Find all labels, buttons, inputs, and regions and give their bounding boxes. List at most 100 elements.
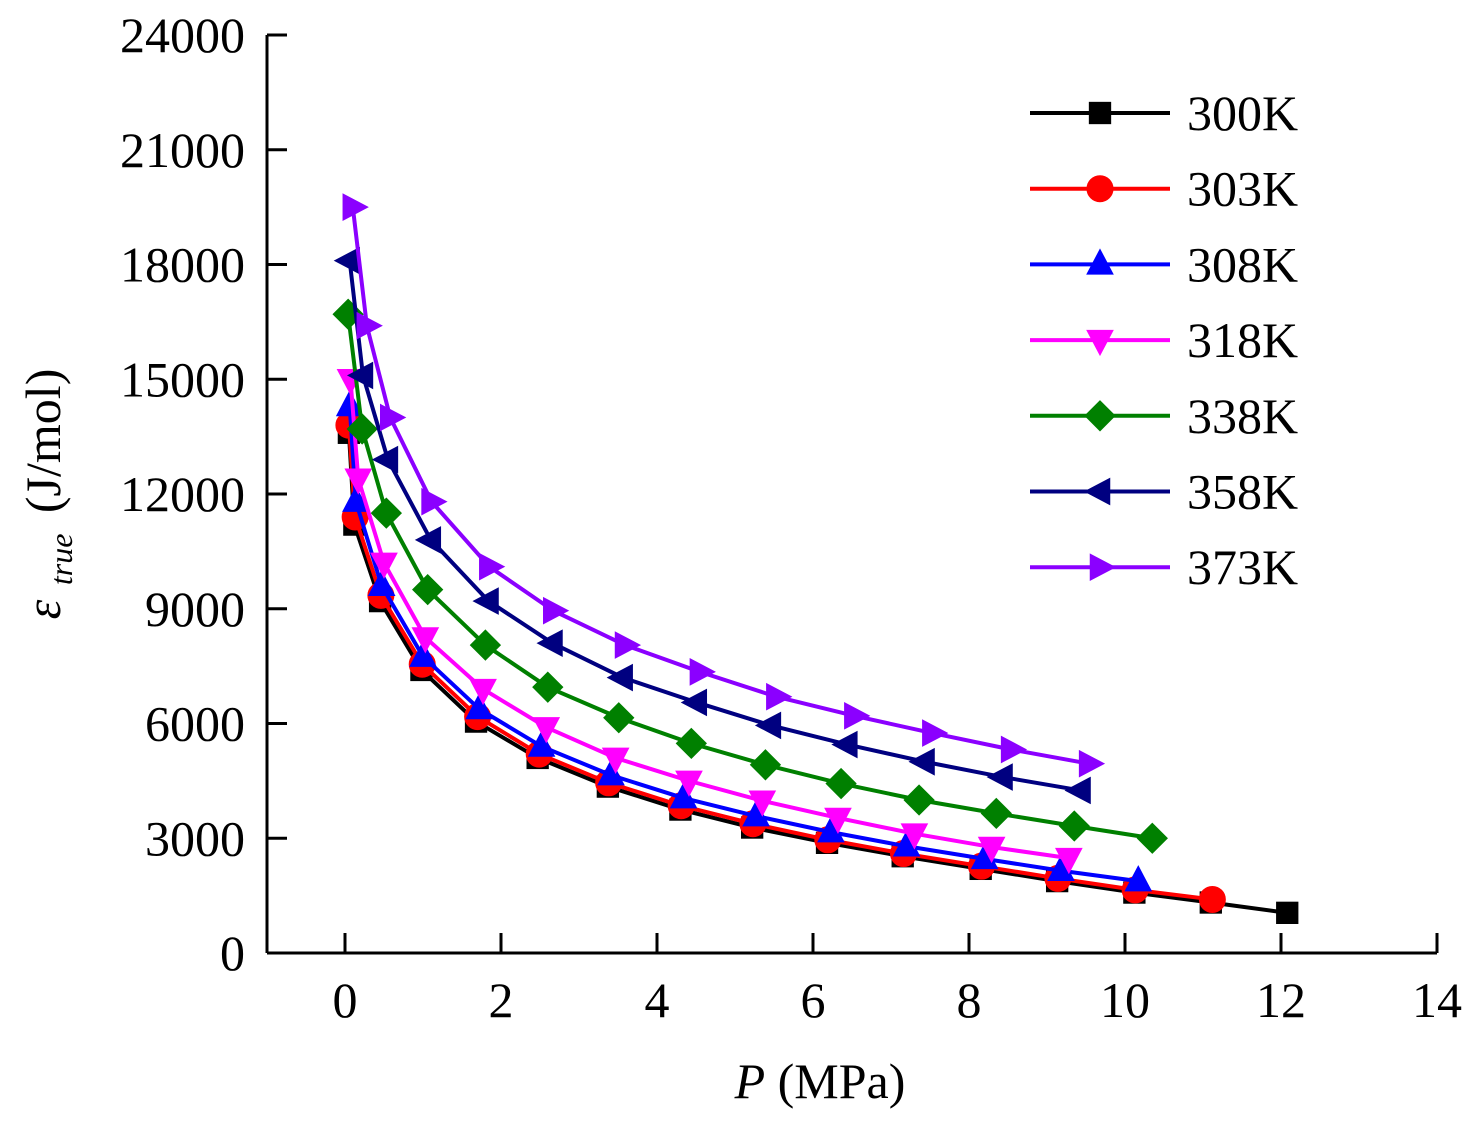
series-308K <box>335 390 1153 892</box>
data-point <box>367 569 396 597</box>
data-point <box>371 445 399 474</box>
data-point <box>333 246 360 275</box>
data-point <box>379 403 407 432</box>
data-point <box>1058 810 1090 842</box>
data-point <box>1000 735 1028 764</box>
x-axis-ticks: 0 2 4 6 8 10 12 14 <box>333 933 1462 1028</box>
series-line <box>346 432 1288 915</box>
data-point <box>1084 400 1116 432</box>
y-tick-label: 9000 <box>145 581 245 637</box>
data-point <box>469 678 497 706</box>
data-point <box>922 719 949 747</box>
data-point <box>675 727 707 760</box>
data-point <box>903 784 935 816</box>
y-axis-title: ε true (J/mol) <box>15 369 83 620</box>
data-point <box>825 767 857 800</box>
data-point <box>675 770 703 797</box>
legend-item-318K: 318K <box>1030 312 1298 368</box>
series-358K <box>333 246 1091 805</box>
data-point <box>614 631 642 659</box>
x-axis-title: P (MPa) <box>734 1053 906 1109</box>
data-point <box>1198 885 1226 913</box>
data-point <box>356 311 383 340</box>
legend-label: 338K <box>1187 388 1298 444</box>
y-tick-label: 15000 <box>120 351 245 407</box>
data-point <box>342 193 369 221</box>
data-point <box>532 717 561 744</box>
series-303K <box>335 411 1226 913</box>
data-point <box>908 747 935 776</box>
data-point <box>1276 901 1299 924</box>
series-318K <box>336 369 1083 875</box>
x-tick-label: 8 <box>957 972 982 1028</box>
x-tick-label: 10 <box>1100 972 1150 1028</box>
y-tick-label: 24000 <box>120 7 245 63</box>
data-point <box>601 747 630 774</box>
x-tick-label: 14 <box>1412 972 1462 1028</box>
data-point <box>465 692 493 720</box>
data-point <box>370 497 402 529</box>
series-line <box>347 260 1081 793</box>
legend-item-308K: 308K <box>1030 236 1298 292</box>
legend-label: 358K <box>1187 464 1298 520</box>
data-point <box>603 702 635 734</box>
legend-label: 373K <box>1187 539 1298 595</box>
data-point <box>335 390 364 417</box>
series-338K <box>332 298 1168 854</box>
data-point <box>346 413 378 445</box>
y-tick-label: 12000 <box>120 466 245 522</box>
y-tick-label: 21000 <box>120 122 245 178</box>
legend-label: 308K <box>1187 236 1298 292</box>
data-point <box>986 763 1013 791</box>
data-point <box>597 759 625 786</box>
y-axis-unit: (J/mol) <box>15 369 71 513</box>
data-point <box>409 640 437 667</box>
y-tick-label: 6000 <box>145 696 245 752</box>
x-tick-label: 0 <box>333 972 358 1028</box>
data-point <box>980 797 1012 830</box>
x-tick-label: 12 <box>1256 972 1306 1028</box>
legend: 300K 303K 308K 318K 338K 358K 373K <box>1030 85 1298 595</box>
legend-item-373K: 373K <box>1030 539 1298 595</box>
y-axis-symbol: ε <box>15 599 71 619</box>
data-point <box>689 658 716 686</box>
legend-label: 300K <box>1187 85 1298 141</box>
data-point <box>1088 101 1112 125</box>
data-point <box>844 702 871 730</box>
data-point <box>536 629 563 658</box>
x-tick-label: 2 <box>489 972 514 1028</box>
data-point <box>749 749 782 781</box>
data-point <box>527 730 556 757</box>
data-point <box>766 682 793 711</box>
data-point <box>831 730 858 759</box>
data-point <box>1055 847 1083 875</box>
data-point <box>469 629 502 661</box>
series-line <box>350 206 1090 766</box>
data-point <box>900 823 929 850</box>
data-point <box>532 671 564 703</box>
data-point <box>1078 749 1106 778</box>
data-point <box>1086 248 1114 275</box>
data-point <box>346 361 374 390</box>
legend-item-300K: 300K <box>1030 85 1298 141</box>
data-point <box>669 782 698 809</box>
data-point <box>411 627 440 654</box>
data-point <box>472 587 499 615</box>
x-tick-label: 4 <box>645 972 670 1028</box>
data-point <box>748 790 777 817</box>
data-point <box>1124 865 1153 892</box>
legend-label: 303K <box>1187 161 1298 217</box>
series-layer <box>332 193 1299 924</box>
y-axis-ticks: 0 3000 6000 9000 12000 15000 18000 21000 24000 <box>120 7 287 981</box>
data-point <box>479 552 506 581</box>
data-point <box>1136 822 1168 854</box>
series-line <box>347 405 1139 884</box>
legend-item-358K: 358K <box>1030 464 1298 520</box>
data-point <box>414 526 442 554</box>
data-point <box>824 807 852 835</box>
series-373K <box>342 193 1106 778</box>
data-point <box>754 711 782 740</box>
y-tick-label: 3000 <box>145 810 245 866</box>
y-tick-label: 18000 <box>120 237 245 293</box>
